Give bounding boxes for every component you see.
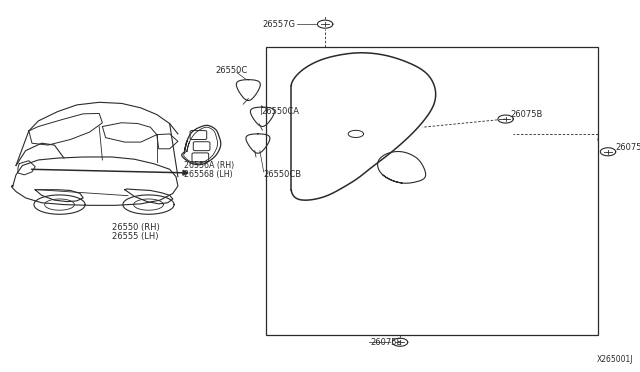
Text: 26555 (LH): 26555 (LH) xyxy=(112,232,159,241)
Text: 26550 (RH): 26550 (RH) xyxy=(112,223,160,232)
Text: 26556A (RH): 26556A (RH) xyxy=(184,161,234,170)
Text: X265001J: X265001J xyxy=(597,355,634,364)
Text: 26550C: 26550C xyxy=(216,66,248,75)
Text: 26075B: 26075B xyxy=(616,143,640,152)
Text: 26550CA: 26550CA xyxy=(261,107,299,116)
Text: 26075E: 26075E xyxy=(370,338,402,347)
Text: 26557G: 26557G xyxy=(262,20,296,29)
Bar xyxy=(266,46,598,335)
Text: 26550CB: 26550CB xyxy=(264,170,302,179)
Text: 265568 (LH): 265568 (LH) xyxy=(184,170,233,179)
Text: 26075B: 26075B xyxy=(511,110,543,119)
